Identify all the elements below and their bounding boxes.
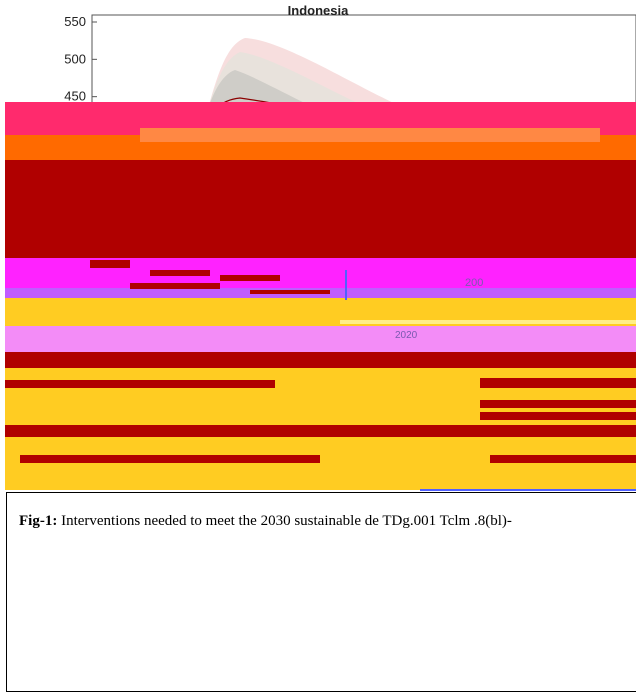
glitch-cell — [250, 290, 330, 294]
glitch-darkred — [5, 160, 636, 260]
glitch-lightpink — [5, 326, 636, 352]
glitch-stripe — [490, 455, 636, 463]
glitch-cell — [220, 275, 280, 281]
glitch-stripe — [5, 425, 636, 437]
glitch-stripe — [480, 378, 636, 388]
glitch-stripe — [480, 400, 636, 408]
glitch-stripe — [340, 320, 636, 324]
caption-label: Fig-1: — [19, 513, 58, 529]
glitch-stripe — [20, 455, 320, 463]
chart-title: Indonesia — [287, 3, 349, 18]
glitch-stripe — [5, 380, 275, 388]
y-tick-label: 550 — [64, 14, 86, 29]
glitch-cell — [90, 260, 130, 268]
caption-text: Interventions needed to meet the 2030 su… — [57, 513, 512, 529]
glitch-orange-2 — [140, 128, 600, 142]
glitch-cell — [130, 283, 220, 289]
chart-figure: 550500450400 — [5, 3, 636, 491]
overlay-label-2020: 2020 — [395, 330, 418, 341]
glitch-cell — [345, 270, 347, 300]
glitch-cell — [150, 270, 210, 276]
figure-caption: Fig-1: Interventions needed to meet the … — [19, 513, 512, 530]
y-tick-label: 450 — [64, 89, 86, 104]
plot-svg: 550500450400 — [5, 14, 636, 491]
y-tick-label: 500 — [64, 51, 86, 66]
glitch-darkred-2 — [5, 352, 636, 370]
glitch-stripe — [480, 412, 636, 420]
caption-box: Fig-1: Interventions needed to meet the … — [6, 492, 636, 692]
overlay-label-200: 200 — [465, 277, 483, 289]
